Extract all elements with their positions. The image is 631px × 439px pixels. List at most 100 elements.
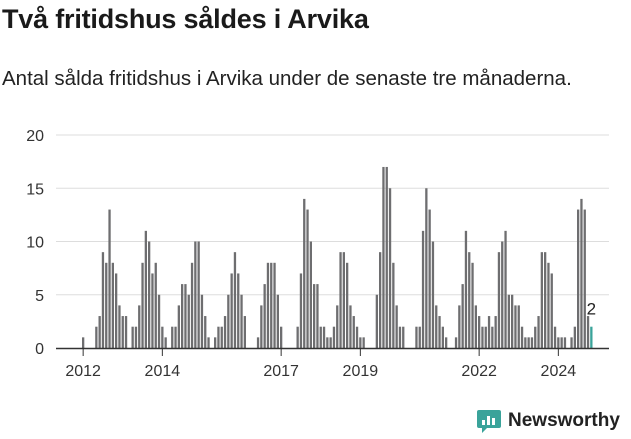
bar: [497, 252, 501, 348]
x-tick-label: 2019: [343, 363, 379, 380]
y-tick-label: 20: [26, 128, 44, 145]
bar: [190, 262, 194, 348]
newsworthy-brand: Newsworthy: [476, 408, 620, 434]
x-axis-ticks: 2012 2014 2017 2019 2022 2024: [65, 348, 576, 380]
bar: [95, 326, 98, 348]
x-tick-label: 2022: [461, 363, 497, 380]
bar: [362, 337, 365, 348]
bar: [200, 294, 204, 348]
bar: [580, 198, 583, 348]
bar: [207, 337, 210, 348]
bar: [332, 326, 336, 348]
y-tick-label: 5: [35, 288, 44, 305]
bar: [382, 166, 385, 348]
bar: [547, 262, 550, 348]
bar: [431, 241, 435, 348]
bar: [481, 326, 484, 348]
bar: [197, 241, 200, 348]
bar: [577, 209, 580, 348]
bar: [583, 209, 586, 348]
bar: [214, 337, 217, 348]
bar: [187, 294, 190, 348]
x-tick-label: 2014: [145, 363, 181, 380]
bar: [487, 316, 491, 348]
bar: [227, 294, 230, 348]
bar: [586, 316, 590, 348]
bar: [108, 209, 111, 348]
bar: [464, 230, 468, 348]
bar: [131, 326, 134, 348]
bar: [230, 273, 233, 348]
bar: [524, 337, 527, 348]
bar: [474, 305, 477, 348]
bar: [151, 273, 154, 348]
bar: [243, 316, 246, 348]
bar: [375, 294, 378, 348]
bar: [421, 230, 425, 348]
bar: [342, 252, 345, 348]
bar: [392, 262, 395, 348]
bar-latest: [590, 326, 593, 348]
bar: [435, 305, 438, 348]
bar: [161, 326, 164, 348]
bar: [322, 326, 326, 348]
bar: [471, 262, 474, 348]
bar: [520, 326, 524, 348]
bar: [157, 294, 161, 348]
bar: [540, 252, 543, 348]
bar: [326, 337, 329, 348]
bar: [511, 294, 514, 348]
bar: [98, 316, 101, 348]
bar: [177, 305, 180, 348]
chart-subtitle: Antal sålda fritidshus i Arvika under de…: [2, 67, 572, 90]
bar: [134, 326, 138, 348]
bar: [359, 337, 362, 348]
bar: [115, 273, 118, 348]
bar: [402, 326, 405, 348]
bar: [184, 284, 187, 348]
bar: [223, 316, 227, 348]
bar: [240, 294, 243, 348]
bar: [491, 326, 494, 348]
bar: [398, 326, 402, 348]
bar: [124, 316, 128, 348]
bar: [507, 294, 510, 348]
bar: [501, 241, 504, 348]
bar: [550, 273, 553, 348]
bar: [570, 337, 573, 348]
bar: [273, 262, 276, 348]
bar: [303, 198, 306, 348]
bar: [313, 284, 316, 348]
bar: [266, 262, 270, 348]
bar: [385, 166, 388, 348]
bar: [484, 326, 487, 348]
gridlines: [56, 134, 609, 296]
bar: [352, 316, 355, 348]
y-tick-label: 15: [26, 181, 44, 198]
bar: [388, 188, 392, 348]
bar: [557, 337, 560, 348]
bar: [217, 326, 220, 348]
bar: [478, 316, 481, 348]
bar: [181, 284, 184, 348]
y-tick-label: 10: [26, 235, 44, 252]
bar: [553, 326, 557, 348]
bar: [296, 326, 299, 348]
bar: [454, 337, 458, 348]
bar: [204, 316, 207, 348]
bar: [138, 305, 141, 348]
bar: [504, 230, 507, 348]
bar: [233, 252, 237, 348]
y-tick-label: 0: [35, 341, 44, 358]
last-value-label: 2: [587, 300, 596, 319]
bar: [441, 326, 444, 348]
y-axis-tick-labels: 0 5 10 15 20: [26, 128, 44, 358]
bar: [517, 305, 520, 348]
bar: [514, 305, 517, 348]
bar: [276, 294, 279, 348]
bar: [101, 252, 105, 348]
bar: [280, 326, 283, 348]
bar: [256, 337, 260, 348]
bar: [445, 337, 448, 348]
